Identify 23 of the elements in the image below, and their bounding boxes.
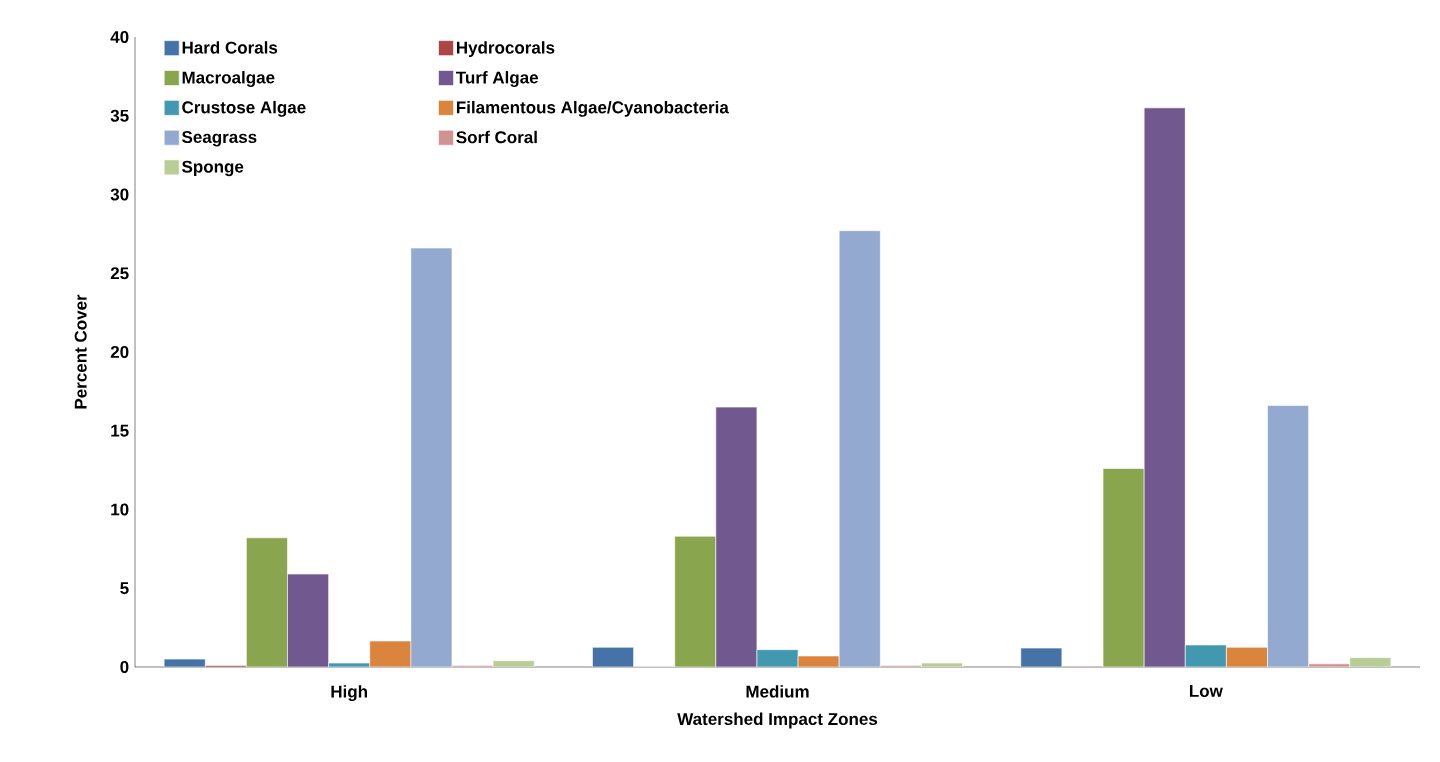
x-axis-title: Watershed Impact Zones	[677, 712, 878, 729]
legend-label: Filamentous Algae/Cyanobacteria	[456, 100, 729, 117]
y-tick-label: 0	[120, 660, 129, 674]
legend-label: Hard Corals	[182, 41, 278, 54]
y-tick-label: 20	[110, 345, 129, 359]
legend-label: Crustose Algae	[182, 100, 306, 117]
legend-label: Turf Algae	[456, 71, 539, 87]
legend-label: Sponge	[182, 160, 244, 177]
legend-label: Sorf Coral	[456, 130, 537, 144]
legend-label: Seagrass	[182, 131, 257, 147]
y-tick-label: 5	[120, 582, 129, 595]
x-tick-label: High	[331, 685, 368, 702]
legend-label: Macroalgae	[182, 71, 275, 87]
y-tick-label: 25	[110, 267, 129, 280]
y-tick-label: 30	[110, 188, 129, 201]
legend-label: Hydrocorals	[456, 41, 555, 58]
y-tick-label: 40	[110, 30, 129, 44]
y-axis-title: Percent Cover	[74, 294, 87, 409]
x-tick-label: Medium	[746, 685, 809, 698]
y-tick-label: 10	[111, 503, 129, 516]
y-tick-label: 35	[110, 109, 129, 122]
y-tick-label: 15	[111, 424, 129, 437]
x-tick-label: Low	[1189, 685, 1223, 697]
